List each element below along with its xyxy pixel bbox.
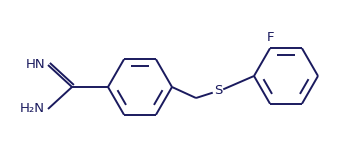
Text: F: F [266,31,274,44]
Text: H₂N: H₂N [20,103,45,115]
Text: HN: HN [25,58,45,72]
Text: S: S [214,85,222,97]
